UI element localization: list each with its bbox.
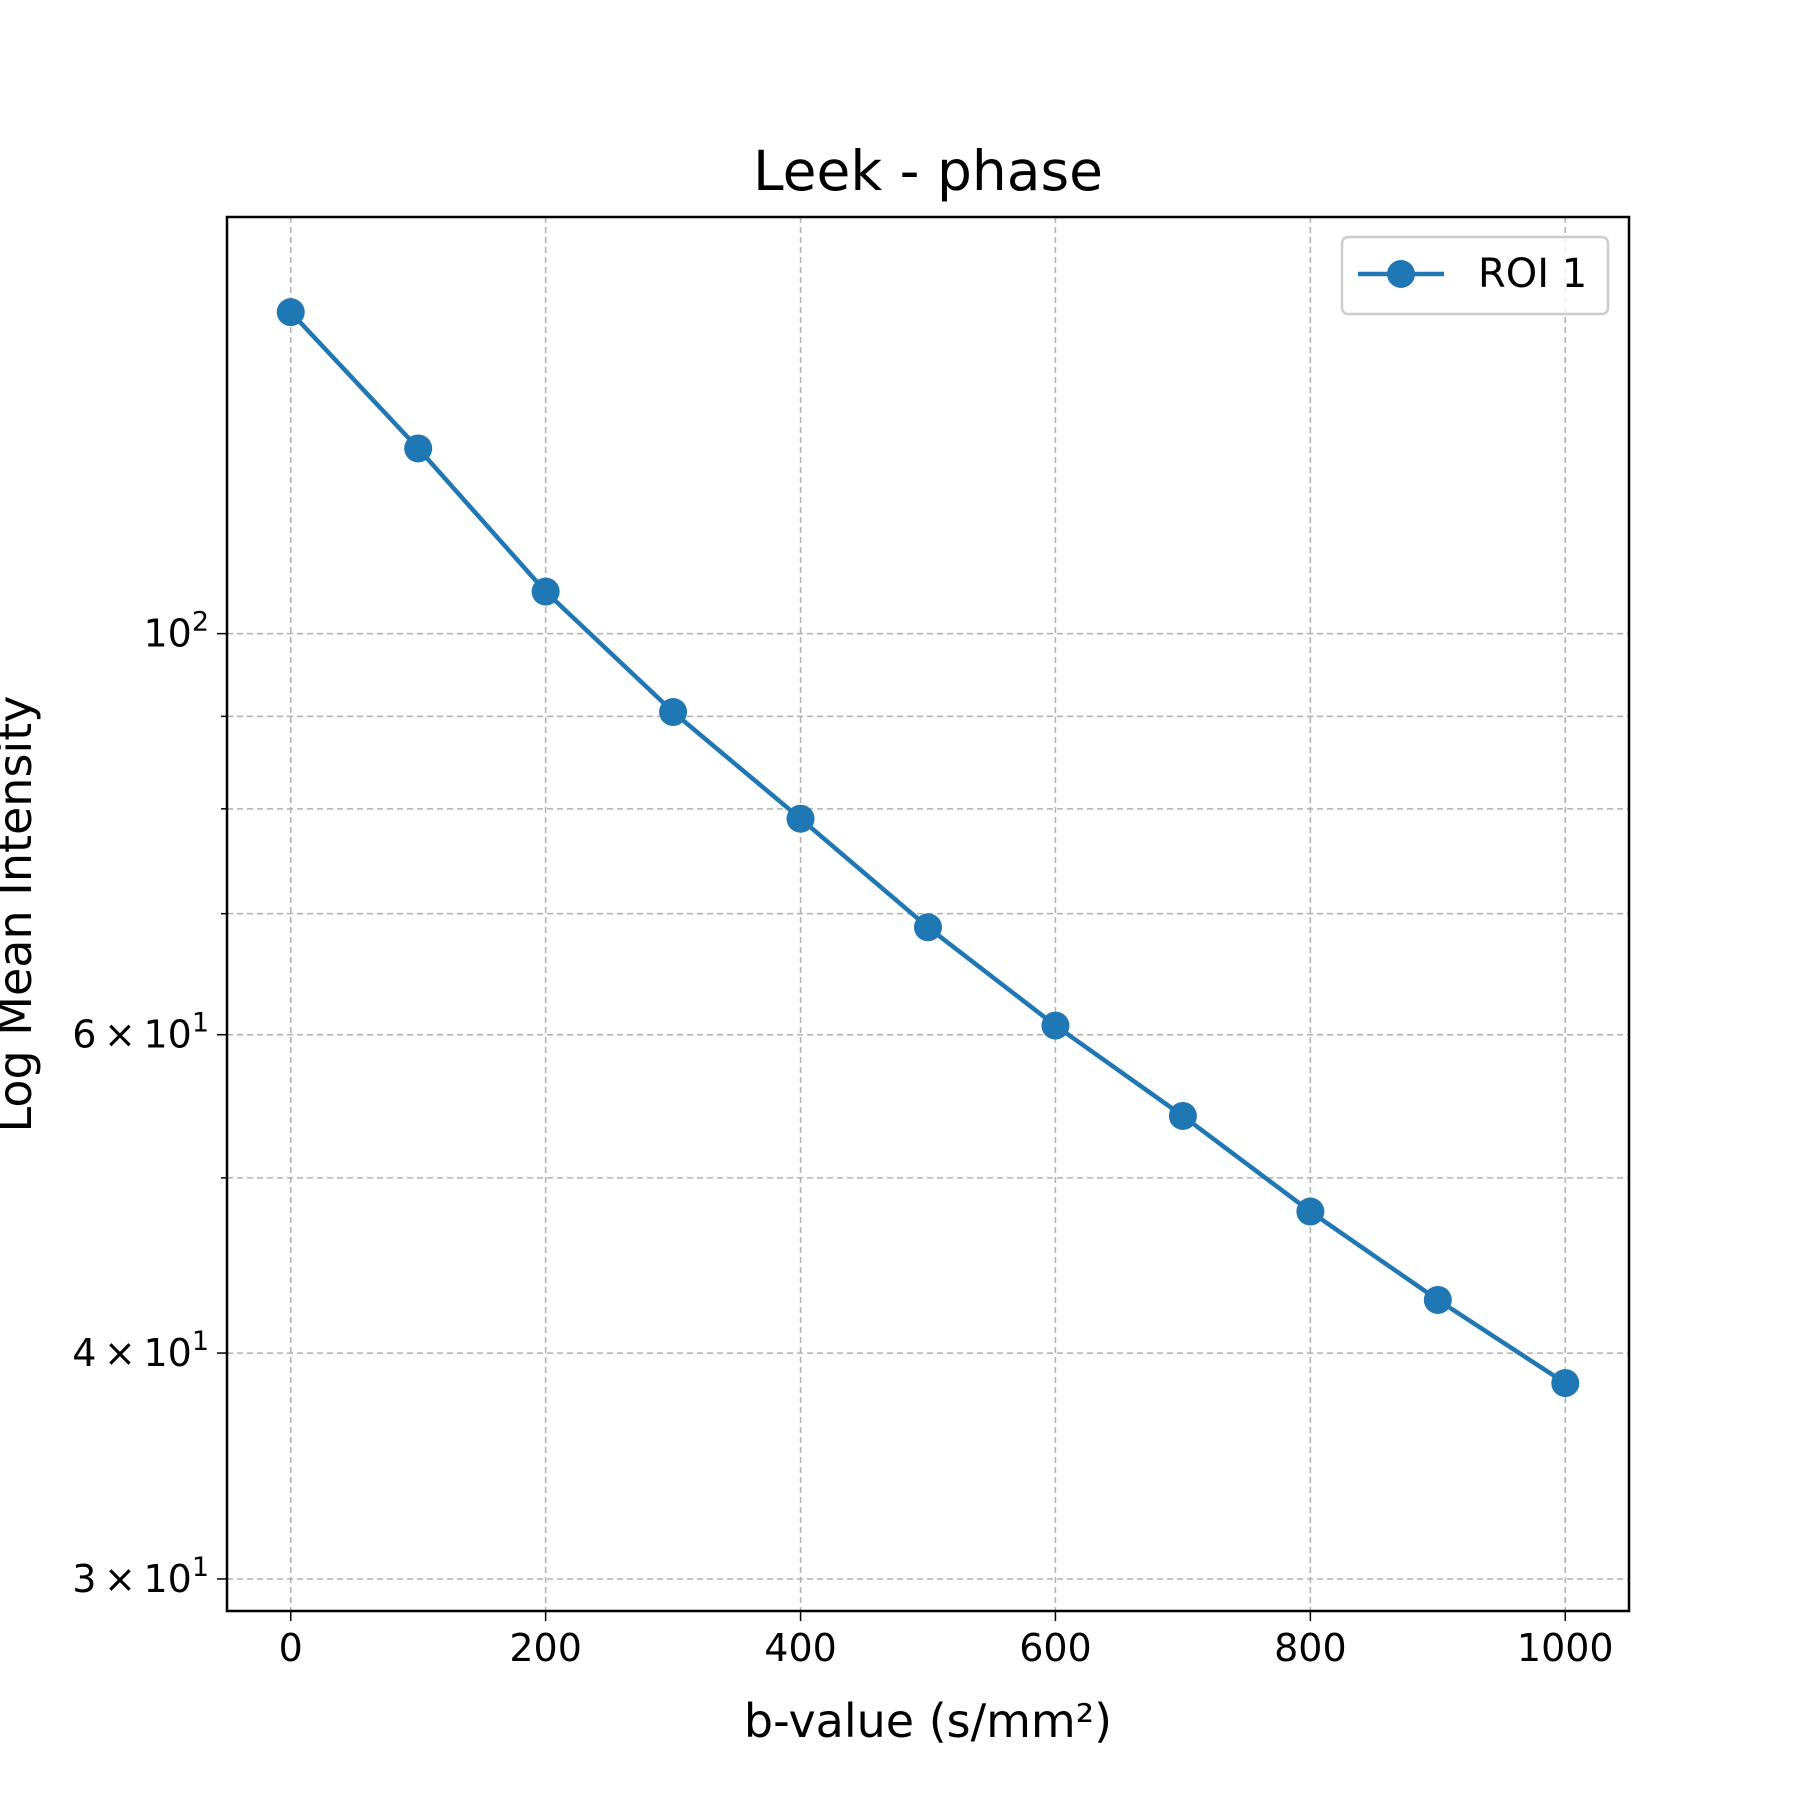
x-tick-label: 200 <box>509 1626 582 1670</box>
data-point <box>1423 1285 1452 1314</box>
legend-box <box>1340 235 1610 316</box>
data-point <box>1041 1011 1070 1040</box>
data-point <box>404 434 433 463</box>
plot-frame <box>225 215 1631 1613</box>
data-point <box>276 298 305 327</box>
series-layer <box>276 298 1580 1398</box>
x-tick-label: 0 <box>279 1626 303 1670</box>
chart-title: Leek - phase <box>753 139 1103 203</box>
data-point <box>659 698 688 727</box>
data-point <box>786 804 815 833</box>
y-tick-label: 102 <box>143 607 209 656</box>
data-point <box>1296 1197 1325 1226</box>
x-axis-label: b-value (s/mm²) <box>744 1694 1112 1748</box>
legend: ROI 1 <box>1340 235 1610 316</box>
y-tick-label: 6 × 101 <box>72 1008 209 1057</box>
legend-marker-swatch <box>1387 260 1415 288</box>
data-point <box>1168 1101 1197 1130</box>
grid-lines <box>227 217 1629 1611</box>
x-tick-label: 800 <box>1274 1626 1347 1670</box>
y-tick-label: 4 × 101 <box>72 1326 209 1375</box>
data-point <box>1551 1369 1580 1398</box>
x-tick-label: 600 <box>1019 1626 1092 1670</box>
data-point <box>531 577 560 606</box>
y-axis-label: Log Mean Intensity <box>0 696 42 1133</box>
legend-label-roi-1: ROI 1 <box>1478 251 1587 297</box>
axis-ticks: 0 200 400 600 800 1000 3 × 101 4 × 101 6 × 101 10… <box>72 607 1613 1670</box>
data-point <box>914 913 942 942</box>
x-tick-label: 400 <box>764 1626 837 1670</box>
x-tick-label: 1000 <box>1517 1626 1614 1670</box>
y-tick-label: 3 × 101 <box>72 1552 209 1601</box>
